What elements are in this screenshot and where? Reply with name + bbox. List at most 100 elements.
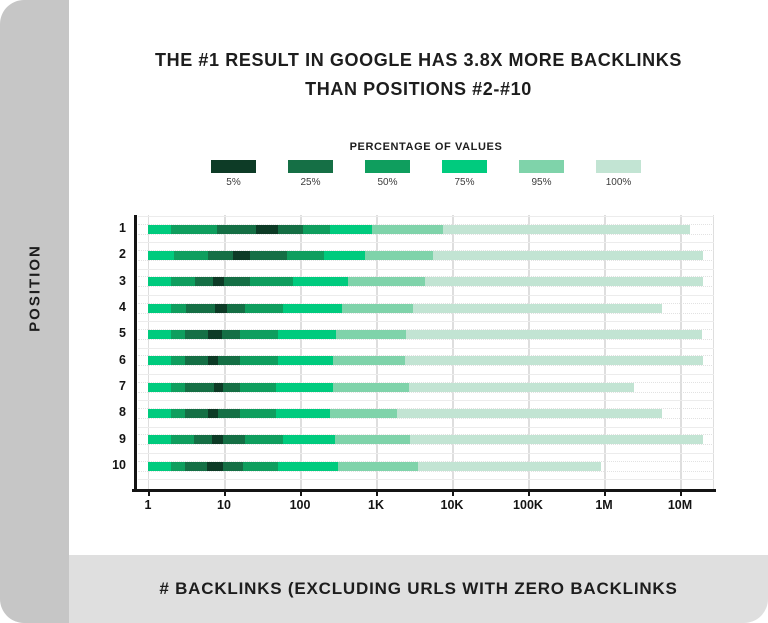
bar-segment [348,277,425,287]
bar-segment [185,461,207,471]
bar-segment [424,277,703,287]
axis-tick [528,492,530,496]
gridline-horizontal [138,268,714,270]
bar-segment [147,435,171,445]
gridline-horizontal [138,276,714,278]
gridline [147,215,150,489]
bar-segment [186,303,215,313]
bar-segment [193,435,212,445]
bar-segment [338,461,419,471]
bar-segment [413,303,662,313]
bar-segment [208,356,219,366]
bar-segment [185,329,209,339]
y-tick-label: 4 [119,300,126,315]
bar-segment [372,224,443,234]
bar-segment [293,277,349,287]
bar-segment [365,250,434,260]
axis-tick [452,492,454,496]
bar-segment [218,408,240,418]
bar-segment [208,250,233,260]
bar-segment [442,224,690,234]
gridline [604,215,606,489]
bar-segment [303,224,331,234]
bar-segment [406,329,703,339]
gridline-horizontal [138,294,714,296]
gridline-horizontal [138,328,714,330]
bar-segment [147,356,171,366]
bar-segment [147,408,171,418]
chart-title: THE #1 RESULT IN GOOGLE HAS 3.8X MORE BA… [69,46,768,104]
axis-tick [680,492,682,496]
bar-segment [211,435,224,445]
bar-segment [286,250,325,260]
bar-segment [223,461,244,471]
legend-swatch [288,160,333,173]
bar-segment [397,408,662,418]
bar-segment [408,382,635,392]
bar-segment [170,303,187,313]
legend-swatch [442,160,487,173]
bar-segment [216,224,256,234]
gridline [452,215,454,489]
gridline-horizontal [138,373,714,375]
bar-segment [433,250,703,260]
gridline-horizontal [138,249,714,251]
bar-segment [214,303,228,313]
bar-segment [278,329,337,339]
gridline [528,215,530,489]
legend-item-label: 50% [377,177,398,188]
gridline-horizontal [138,259,714,261]
legend-swatch [519,160,564,173]
gridline-horizontal [138,223,714,225]
bar-segment [170,382,186,392]
bar-segment [342,303,414,313]
y-axis-line [134,215,137,492]
gridline-horizontal [138,312,714,314]
y-tick-label: 6 [119,352,126,367]
bar-segment [208,329,222,339]
gridline-horizontal [138,233,714,235]
gridline-horizontal [138,434,714,436]
y-tick-label: 5 [119,326,126,341]
bar-segment [221,329,240,339]
bar-segment [335,435,410,445]
bar-segment [147,277,171,287]
legend: PERCENTAGE OF VALUES 5% 25% 50% 75% 95% 100% [138,141,714,188]
bar-segment [170,408,186,418]
x-axis-tick-labels: 1 10 100 1K 10K 100K 1M 10M [138,498,714,514]
bar-segment [147,382,171,392]
bar-segment [239,408,277,418]
x-tick-label: 1 [144,498,152,512]
bar-segment [214,382,224,392]
gridline [224,215,226,489]
bar-segment [324,250,366,260]
bar-segment [170,435,194,445]
gridline-horizontal [138,365,714,367]
bar-segment [147,461,171,471]
y-tick-label: 8 [119,405,126,420]
gridline-horizontal [138,216,714,217]
axis-tick [604,492,606,496]
bar-segment [277,224,304,234]
legend-swatch [596,160,641,173]
bar-segment [170,224,217,234]
legend-item: 75% [442,160,487,188]
axis-tick [300,492,302,496]
bar-segment [330,408,398,418]
gridline-horizontal [138,460,714,462]
bar-segment [243,461,279,471]
legend-item: 25% [288,160,333,188]
gridline [680,215,682,489]
gridline-horizontal [138,470,714,472]
bar-segment [276,382,333,392]
bar-segment [224,277,251,287]
bar-segment [239,356,279,366]
x-tick-label: 100 [289,498,311,512]
chart-title-line-1: THE #1 RESULT IN GOOGLE HAS 3.8X MORE BA… [155,50,682,70]
legend-swatch [365,160,410,173]
gridline-horizontal [138,391,714,393]
bar-segment [332,382,409,392]
bar-segment [336,329,407,339]
chart-title-line-2: THAN POSITIONS #2-#10 [305,79,532,99]
